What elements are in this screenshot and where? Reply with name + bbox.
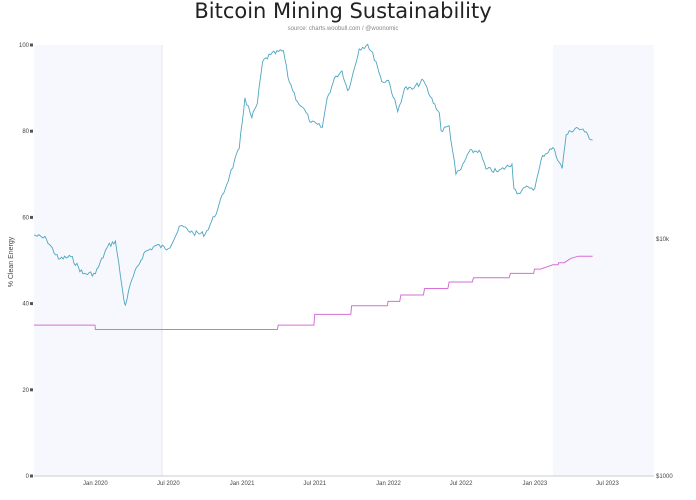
shaded-region-0 xyxy=(34,45,162,476)
y-tick-mark xyxy=(30,388,33,392)
clean-energy-line xyxy=(34,255,593,330)
y-tick-label: 80 xyxy=(22,129,29,135)
y-axis-label: % Clean Energy xyxy=(8,236,15,287)
y2-axis: $10k $1000 xyxy=(656,237,673,480)
chart-title: Bitcoin Mining Sustainability xyxy=(194,0,491,23)
y-axis: 0 20 40 60 80 100 xyxy=(19,43,33,480)
y-tick-mark xyxy=(30,474,33,478)
x-tick-label: Jan 2022 xyxy=(376,481,401,487)
y-tick-mark xyxy=(30,129,33,133)
y-tick-label: 100 xyxy=(19,43,30,49)
y-tick-label: 0 xyxy=(26,474,30,480)
y-tick-mark xyxy=(30,215,33,219)
y-tick-mark xyxy=(30,302,33,306)
y-tick-label: 60 xyxy=(22,215,29,221)
x-tick-label: Jul 2022 xyxy=(450,481,473,487)
x-tick-label: Jan 2023 xyxy=(523,481,548,487)
x-tick-label: Jan 2020 xyxy=(83,481,108,487)
x-tick-label: Jan 2021 xyxy=(230,481,255,487)
shaded-regions xyxy=(34,45,654,476)
y-tick-label: 20 xyxy=(22,388,29,394)
x-tick-label: Jul 2020 xyxy=(157,481,180,487)
x-tick-label: Jul 2021 xyxy=(303,481,326,487)
y2-tick-label: $10k xyxy=(656,237,670,243)
price-line xyxy=(33,43,593,307)
shaded-region-1 xyxy=(552,45,654,476)
x-axis: Jan 2020 Jul 2020 Jan 2021 Jul 2021 Jan 2022… xyxy=(83,481,619,487)
x-tick-label: Jul 2023 xyxy=(596,481,619,487)
series xyxy=(33,43,593,330)
y2-tick-label: $1000 xyxy=(656,474,673,480)
y-tick-mark xyxy=(30,43,33,47)
y-tick-label: 40 xyxy=(22,302,29,308)
chart-subtitle: source: charts.woobull.com / @woonomic xyxy=(288,26,399,32)
